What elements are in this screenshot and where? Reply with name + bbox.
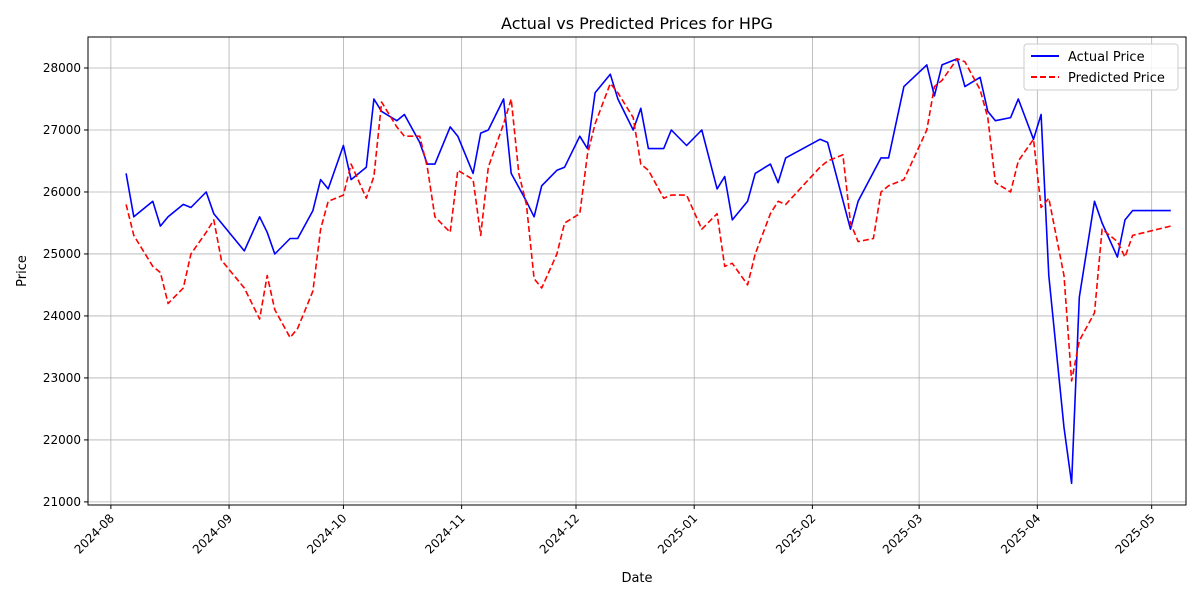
series-line-predicted-price (125, 57, 1171, 382)
y-axis-ticks: 21000 22000 23000 24000 25000 26000 27000 28000 (43, 61, 88, 509)
y-tick-label: 23000 (43, 371, 81, 385)
y-tick-label: 28000 (43, 61, 81, 75)
legend-label-predicted-price: Predicted Price (1068, 71, 1165, 86)
plot-frame (87, 36, 1187, 506)
grid-lines (88, 37, 1186, 505)
y-tick-label: 27000 (43, 123, 81, 137)
legend-box (1023, 43, 1179, 91)
series-line-actual-price (125, 57, 1171, 485)
y-tick-label: 24000 (43, 309, 81, 323)
series-lines (125, 57, 1171, 485)
x-axis-label: Date (621, 571, 652, 586)
y-tick-label: 26000 (43, 185, 81, 199)
legend-label-actual-price: Actual Price (1068, 50, 1145, 65)
y-tick-label: 25000 (43, 247, 81, 261)
y-axis-label: Price (15, 255, 30, 287)
y-tick-label: 21000 (43, 495, 81, 509)
y-tick-label: 22000 (43, 433, 81, 447)
legend: Actual Price Predicted Price (1023, 43, 1179, 91)
chart-title: Actual vs Predicted Prices for HPG (501, 14, 773, 33)
